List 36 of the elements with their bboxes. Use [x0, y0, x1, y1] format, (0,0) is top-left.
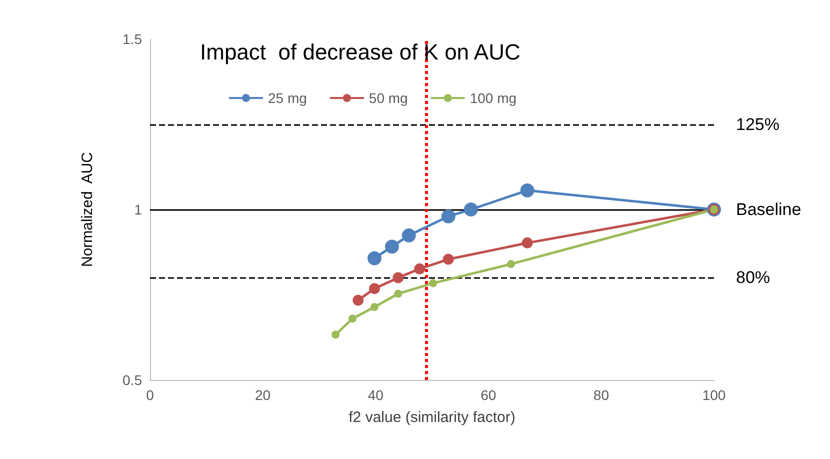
point: [429, 279, 438, 288]
chart-title: Impact of decrease of K on AUC: [200, 40, 520, 64]
point: [394, 290, 402, 298]
point: [352, 294, 364, 306]
point: [442, 254, 454, 265]
point: [368, 283, 380, 294]
legend-label: 100 mg: [470, 90, 517, 106]
point: [384, 240, 399, 254]
point: [367, 251, 382, 266]
point: [348, 314, 356, 323]
point: [414, 263, 426, 274]
point: [506, 260, 515, 268]
point: [441, 209, 456, 224]
point: [520, 183, 534, 198]
legend-label: 50 mg: [368, 90, 408, 106]
point: [370, 303, 378, 312]
x-tick-label: 0: [146, 387, 154, 403]
point: [522, 237, 533, 248]
ref-line-label: Baseline: [736, 200, 802, 219]
point: [332, 330, 340, 339]
x-axis-title: f2 value (similarity factor): [348, 409, 516, 426]
x-tick-label: 100: [702, 387, 726, 403]
x-tick-label: 40: [368, 387, 384, 403]
x-tick-label: 80: [593, 387, 610, 403]
x-tick-label: 60: [480, 387, 496, 403]
x-tick-label: 20: [255, 387, 271, 403]
y-tick-label: 1: [134, 202, 142, 218]
y-axis-title: Normalized AUC: [79, 152, 96, 268]
point: [402, 228, 416, 242]
legend-label: 25 mg: [268, 90, 307, 106]
y-tick-label: 0.5: [122, 372, 142, 388]
y-tick-label: 1.5: [122, 31, 142, 47]
point: [392, 272, 404, 284]
ref-line-label: 125%: [736, 114, 780, 134]
point: [464, 202, 478, 216]
ref-line-label: 80%: [736, 268, 770, 288]
